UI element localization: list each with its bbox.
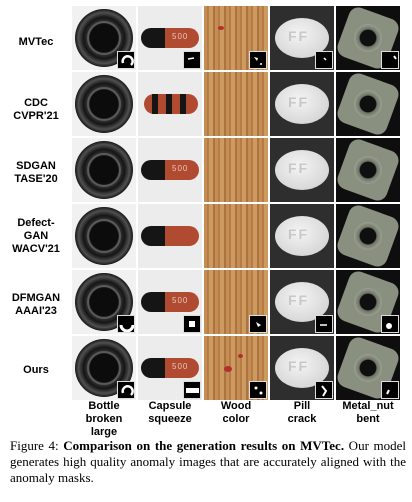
pill-image: FF <box>270 270 334 334</box>
wood-image <box>204 270 268 334</box>
caption-text: Our model generates high quality anomaly… <box>10 438 407 485</box>
bottle-image <box>72 138 136 202</box>
anomaly-mask <box>183 381 201 399</box>
anomaly-mask <box>315 381 333 399</box>
capsule-image: 500 <box>138 138 202 202</box>
row-label-line: Defect- <box>17 217 55 229</box>
pill-image: FF <box>270 204 334 268</box>
caption-bold: Comparison on the generation results on … <box>63 438 345 453</box>
column-label-capsule: Capsule squeeze <box>138 400 202 426</box>
row-label-sdgan: SDGAN TASE'20 <box>0 160 72 186</box>
row-label-mvtec: MVTec <box>0 36 72 49</box>
anomaly-mask <box>249 315 267 333</box>
row-label-ours: Ours <box>0 364 72 377</box>
wood-image <box>204 336 268 400</box>
anomaly-mask <box>315 315 333 333</box>
column-label-metal-nut: Metal_nut bent <box>336 400 400 426</box>
anomaly-mask <box>183 315 201 333</box>
row-label-cdc: CDC CVPR'21 <box>0 97 72 123</box>
capsule-image <box>138 72 202 136</box>
column-label-line: bent <box>356 413 380 425</box>
figure-caption: Figure 4: Comparison on the generation r… <box>10 438 406 486</box>
bottle-image <box>72 6 136 70</box>
anomaly-mask <box>381 51 399 69</box>
metal-nut-image <box>336 270 400 334</box>
row-label-line: WACV'21 <box>12 243 60 255</box>
row-label-line: CDC <box>24 97 48 109</box>
metal-nut-image <box>336 204 400 268</box>
pill-image: FF <box>270 138 334 202</box>
pill-image: FF <box>270 6 334 70</box>
column-label-line: broken large <box>85 413 123 438</box>
wood-image <box>204 6 268 70</box>
caption-prefix: Figure 4: <box>10 438 64 453</box>
column-label-line: crack <box>287 413 317 425</box>
column-label-line: Wood <box>220 400 252 412</box>
column-label-line: Metal_nut <box>342 400 394 412</box>
capsule-image: 500 <box>138 6 202 70</box>
bottle-image <box>72 204 136 268</box>
column-label-line: Bottle <box>88 400 120 412</box>
column-label-line: Pill <box>293 400 311 412</box>
row-label-line: Ours <box>23 364 49 376</box>
row-label-line: DFMGAN <box>11 292 61 304</box>
capsule-image: 500 <box>138 270 202 334</box>
metal-nut-image <box>336 336 400 400</box>
anomaly-mask <box>315 51 333 69</box>
comparison-figure: MVTec CDC CVPR'21 SDGAN TASE'20 Defect- … <box>0 6 400 438</box>
row-label-line: TASE'20 <box>14 173 58 185</box>
column-label-line: Capsule <box>148 400 192 412</box>
column-label-line: color <box>222 413 250 425</box>
capsule-image: 500 <box>138 336 202 400</box>
pill-image: FF <box>270 336 334 400</box>
row-label-defectgan: Defect- GAN WACV'21 <box>0 217 72 256</box>
row-label-line: CVPR'21 <box>13 110 59 122</box>
wood-image <box>204 72 268 136</box>
anomaly-mask <box>249 51 267 69</box>
capsule-image <box>138 204 202 268</box>
anomaly-mask <box>249 381 267 399</box>
bottle-image <box>72 72 136 136</box>
metal-nut-image <box>336 138 400 202</box>
row-label-line: AAAI'23 <box>15 305 57 317</box>
bottle-image <box>72 270 136 334</box>
column-label-wood: Wood color <box>204 400 268 426</box>
metal-nut-image <box>336 72 400 136</box>
row-label-line: GAN <box>23 230 49 242</box>
anomaly-mask <box>117 381 135 399</box>
anomaly-mask <box>381 381 399 399</box>
column-label-line: squeeze <box>148 413 192 425</box>
row-label-line: SDGAN <box>16 160 56 172</box>
anomaly-mask <box>183 51 201 69</box>
wood-image <box>204 138 268 202</box>
anomaly-mask <box>381 315 399 333</box>
anomaly-mask <box>117 51 135 69</box>
row-label-line: MVTec <box>18 36 54 48</box>
wood-image <box>204 204 268 268</box>
column-label-pill: Pill crack <box>270 400 334 426</box>
row-label-dfmgan: DFMGAN AAAI'23 <box>0 292 72 318</box>
column-label-bottle: Bottle broken large <box>72 400 136 439</box>
metal-nut-image <box>336 6 400 70</box>
bottle-image <box>72 336 136 400</box>
anomaly-mask <box>117 315 135 333</box>
pill-image: FF <box>270 72 334 136</box>
